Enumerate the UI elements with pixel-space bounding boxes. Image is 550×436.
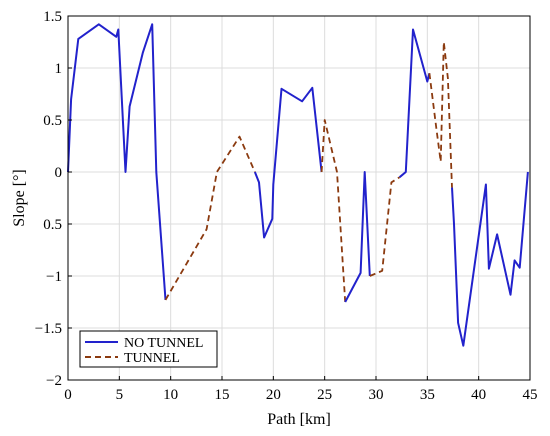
x-tick-label: 35 xyxy=(420,387,435,403)
x-tick-label: 25 xyxy=(317,387,332,403)
no-tunnel-series-segment-8 xyxy=(451,171,529,347)
y-tick-label: 0.5 xyxy=(43,217,62,233)
y-tick-label: 1 xyxy=(55,61,63,77)
tunnel-series-segment-7 xyxy=(428,41,453,188)
y-tick-label: 0 xyxy=(55,165,63,181)
x-tick-label: 20 xyxy=(266,387,281,403)
x-axis-label: Path [km] xyxy=(267,411,331,428)
tunnel-series-segment-3 xyxy=(320,119,347,303)
x-tick-label: 0 xyxy=(64,387,72,403)
y-axis-label: Slope [°] xyxy=(11,169,28,227)
no-tunnel-series-segment-2 xyxy=(253,86,323,239)
legend-label-no-tunnel: NO TUNNEL xyxy=(124,336,203,351)
tunnel-series-segment-5 xyxy=(369,176,401,277)
y-tick-label: 0.5 xyxy=(43,113,62,129)
x-tick-label: 15 xyxy=(215,387,230,403)
legend: NO TUNNEL TUNNEL xyxy=(79,330,218,368)
tunnel-series-segment-1 xyxy=(164,135,256,301)
plot-frame xyxy=(67,15,531,381)
no-tunnel-series-segment-4 xyxy=(344,171,371,303)
x-tick-label: 45 xyxy=(523,387,538,403)
y-tick-label: 1.5 xyxy=(43,9,62,25)
series-lines xyxy=(67,23,529,347)
x-tick-label: 30 xyxy=(369,387,384,403)
y-tick-label: −1.5 xyxy=(35,321,62,337)
y-tick-label: −1 xyxy=(46,269,62,285)
no-tunnel-series-segment-0 xyxy=(67,23,167,300)
grid-lines xyxy=(67,15,531,381)
legend-box xyxy=(79,330,218,368)
x-tick-label: 10 xyxy=(163,387,178,403)
no-tunnel-series-segment-6 xyxy=(398,28,431,178)
x-tick-label: 5 xyxy=(116,387,124,403)
y-tick-label: −2 xyxy=(46,373,62,389)
x-tick-label: 40 xyxy=(471,387,486,403)
tick-labels: 0 5 10 15 20 25 30 35 40 45 1.5 1 0.5 0 0.5 −1 −1.5 −2 xyxy=(35,9,538,403)
legend-label-tunnel: TUNNEL xyxy=(124,351,180,366)
